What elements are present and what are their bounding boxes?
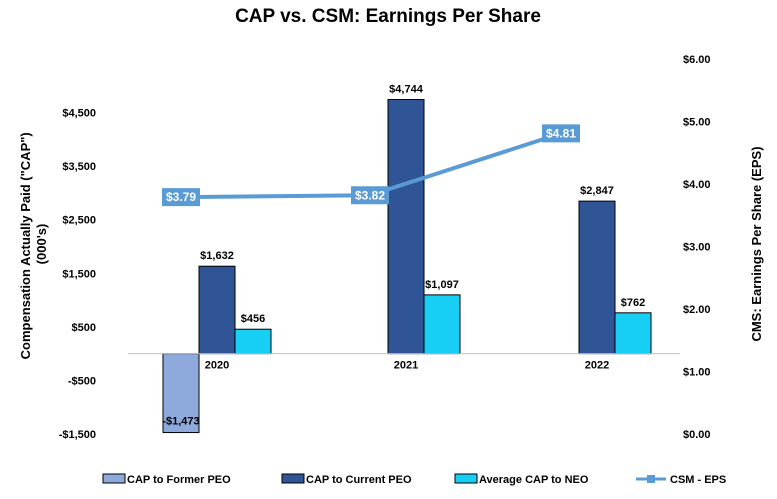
bar-data-label: $456: [241, 313, 265, 325]
legend-label: CAP to Current PEO: [306, 474, 412, 486]
y2-tick-label: $2.00: [683, 304, 711, 316]
y-tick-label: $2,500: [62, 215, 96, 227]
y2-axis-title: CMS: Earnings Per Share (EPS): [749, 146, 764, 341]
y2-axis-ticks: $0.00 $1.00 $2.00 $3.00 $4.00 $5.00 $6.00: [683, 54, 711, 441]
bar-cap-to-current-peo: [578, 200, 616, 355]
eps-data-label: $3.82: [355, 188, 385, 202]
legend-label: CSM - EPS: [670, 474, 726, 486]
eps-label-box: [351, 186, 389, 205]
bar-data-label: -$1,473: [162, 416, 199, 428]
y-tick-label: $4,500: [62, 108, 96, 120]
y-tick-label: $500: [72, 322, 96, 334]
bar-cap-to-former-peo: [162, 353, 200, 434]
x-tick-label: 2021: [394, 360, 418, 372]
y2-tick-label: $5.00: [683, 117, 711, 129]
x-tick-label: 2022: [585, 360, 609, 372]
legend-swatch: [454, 473, 478, 484]
y-tick-label: -$500: [68, 375, 96, 387]
eps-line-group: $3.79 $3.82 $4.81: [162, 124, 580, 207]
chart-title: CAP vs. CSM: Earnings Per Share: [235, 6, 541, 27]
y2-tick-label: $4.00: [683, 179, 711, 191]
legend-label: CAP to Former PEO: [127, 474, 231, 486]
y-tick-label: $1,500: [62, 268, 96, 280]
y2-tick-label: $6.00: [683, 54, 711, 66]
eps-data-label: $4.81: [546, 126, 576, 140]
eps-label-box: [162, 188, 200, 207]
y2-tick-label: $3.00: [683, 242, 711, 254]
bar-average-cap-to-neo: [614, 312, 652, 355]
bar-data-label: $4,744: [389, 84, 424, 96]
y-tick-label: -$1,500: [59, 429, 96, 441]
x-axis-labels: 2020 2021 2022: [205, 360, 609, 372]
y-axis-title-line2: (000's): [34, 224, 49, 265]
bar-cap-to-current-peo: [387, 99, 425, 355]
legend-swatch: [281, 473, 305, 484]
y-axis-title: Compensation Actually Paid ("CAP") (000'…: [18, 129, 49, 360]
legend: CAP to Former PEO CAP to Current PEO Avera…: [102, 473, 726, 486]
eps-data-label: $3.79: [166, 190, 196, 204]
y2-tick-label: $1.00: [683, 367, 711, 379]
legend-label: Average CAP to NEO: [479, 474, 589, 486]
eps-label-box: [542, 124, 580, 143]
bar-cap-to-current-peo: [198, 265, 236, 355]
bar-data-label: $2,847: [580, 185, 614, 197]
y-tick-label: $3,500: [62, 161, 96, 173]
legend-marker: [647, 475, 655, 483]
bar-data-label: $762: [621, 297, 645, 309]
y2-tick-label: $0.00: [683, 429, 711, 441]
bar-average-cap-to-neo: [423, 294, 461, 355]
bar-data-label: $1,632: [200, 250, 234, 262]
bars: -$1,473 $1,632 $4,744 $2,847 $456 $1,097 $762: [128, 84, 680, 434]
x-tick-label: 2020: [205, 360, 229, 372]
bar-average-cap-to-neo: [234, 328, 272, 355]
y-axis-title-line1: Compensation Actually Paid ("CAP"): [18, 132, 33, 359]
y-axis-ticks: -$1,500 -$500 $500 $1,500 $2,500 $3,500 $4,500: [59, 108, 96, 441]
legend-swatch: [102, 473, 126, 484]
bar-data-label: $1,097: [425, 279, 459, 291]
